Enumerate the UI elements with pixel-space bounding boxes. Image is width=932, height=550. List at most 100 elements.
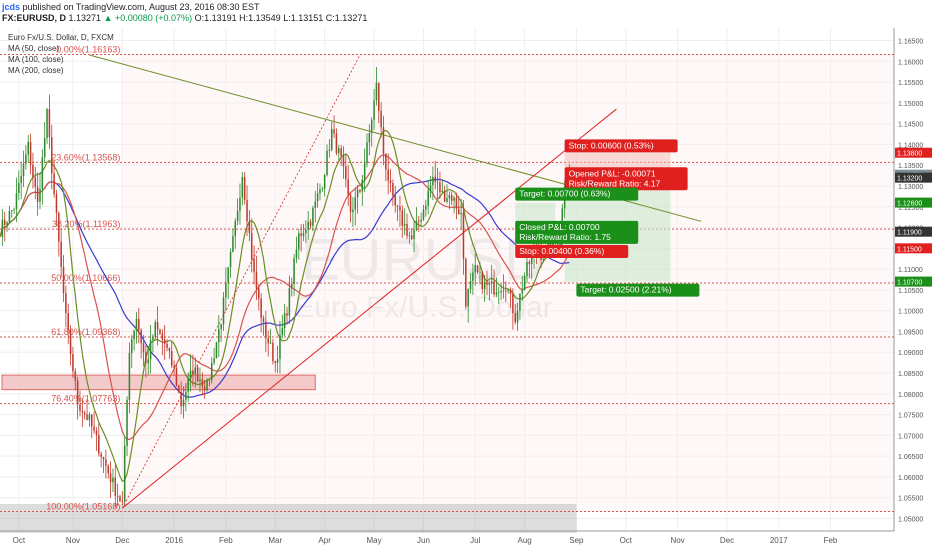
candle-body: [420, 219, 422, 222]
candle-body: [375, 82, 378, 101]
candle-body: [493, 281, 495, 295]
candle-body: [185, 391, 187, 400]
candle-body: [547, 241, 549, 247]
candle-body: [182, 399, 185, 407]
candle-body: [521, 289, 524, 294]
candle-body: [385, 153, 387, 170]
ohlc-close-label: C:: [325, 13, 335, 23]
x-tick-label: Dec: [720, 536, 734, 545]
candle-body: [326, 150, 328, 176]
publish-header: jcds published on TradingView.com, Augus…: [0, 0, 932, 28]
x-tick-label: Mar: [268, 536, 282, 545]
candle-body: [48, 109, 51, 138]
candle-body: [15, 193, 18, 210]
price-tag-box: [895, 226, 932, 237]
candle-body: [1, 219, 4, 237]
legend-ma50: MA (50, close): [8, 44, 60, 53]
candle-body: [210, 362, 213, 381]
candle-body: [519, 293, 521, 311]
candle-body: [62, 267, 65, 293]
candle-body: [439, 182, 441, 193]
author-name[interactable]: jcds: [2, 2, 21, 12]
candle-body: [392, 183, 394, 196]
candle-body: [354, 197, 357, 210]
candle-body: [60, 241, 62, 268]
candle-body: [236, 211, 239, 222]
candle-body: [432, 176, 434, 186]
fib-label: 76.40%(1.07763): [51, 394, 120, 404]
stop-top-label-text: Stop: 0.00600 (0.53%): [569, 140, 654, 150]
candle-body: [121, 501, 124, 503]
candle-body: [88, 414, 91, 421]
price-tag-box: [895, 197, 932, 208]
candle-body: [58, 213, 60, 242]
candle-body: [479, 271, 481, 273]
x-tick-label: Feb: [219, 536, 233, 545]
x-tick-label: 2017: [770, 536, 788, 545]
fib-label: 0.00%(1.16163): [56, 44, 120, 54]
candle-body: [140, 329, 142, 344]
target-top-label-text: Target: 0.00700 (0.63%): [519, 189, 610, 199]
candle-body: [443, 190, 446, 202]
opened-pl-label-text: Risk/Reward Ratio: 4.17: [569, 178, 661, 188]
candle-body: [3, 219, 6, 226]
price-tag-label: 1.10700: [897, 280, 922, 287]
candle-body: [215, 342, 218, 359]
candle-body: [41, 157, 44, 189]
candle-body: [373, 100, 375, 121]
candle-body: [119, 496, 121, 502]
y-tick-label: 1.05500: [898, 496, 923, 503]
candle-body: [300, 233, 302, 236]
candle-body: [274, 361, 277, 363]
candle-body: [293, 258, 295, 285]
support-zone-bottom: [0, 503, 577, 534]
closed-pl-label-box: [515, 220, 639, 244]
candle-body: [196, 367, 199, 382]
price-tag-box: [895, 147, 932, 158]
x-tick-label: 2016: [165, 536, 183, 545]
support-zone-box: [1, 374, 316, 391]
candle-body: [309, 221, 312, 226]
x-tick-label: Dec: [115, 536, 129, 545]
candle-body: [368, 133, 371, 143]
candle-body: [55, 194, 58, 214]
y-tick-label: 1.06500: [898, 454, 923, 461]
candle-body: [246, 200, 248, 222]
candle-body: [20, 175, 22, 183]
trendline-ascending: [122, 108, 617, 509]
candle-body: [340, 148, 342, 156]
candle-body: [192, 370, 194, 375]
candle-body: [142, 343, 145, 353]
ma-50-line: [0, 129, 570, 482]
fib-label: 38.20%(1.11963): [52, 219, 120, 229]
price-tag-label: 1.12600: [897, 201, 922, 208]
candle-body: [67, 312, 69, 330]
candle-body: [116, 495, 119, 497]
watermark-name: Euro Fx/U.S. Dollar: [294, 291, 552, 324]
closed-pl-label-text: Closed P&L: 0.00700: [519, 222, 600, 232]
candle-body: [145, 352, 147, 364]
candle-body: [403, 223, 406, 226]
candle-body: [495, 292, 498, 295]
candle-body: [161, 333, 164, 340]
candle-body: [152, 337, 154, 341]
candle-body: [483, 281, 486, 290]
candle-body: [290, 284, 293, 289]
candle-body: [76, 380, 79, 405]
candle-body: [401, 210, 404, 226]
candle-body: [95, 430, 98, 436]
candle-body: [79, 404, 81, 411]
candle-body: [328, 149, 331, 151]
candle-body: [481, 271, 484, 290]
target-bottom-label-text: Target: 0.02500 (2.21%): [580, 285, 671, 295]
y-tick-label: 1.06000: [898, 475, 923, 482]
y-tick-label: 1.08000: [898, 392, 923, 399]
candle-body: [474, 265, 476, 273]
y-tick-label: 1.12500: [898, 205, 923, 212]
candle-body: [415, 221, 418, 230]
candle-body: [509, 290, 512, 294]
ohlc-high-label: H:: [239, 13, 249, 23]
watermark-ticker: EURUSD: [301, 228, 546, 293]
ohlc-low-label: L:: [283, 13, 291, 23]
